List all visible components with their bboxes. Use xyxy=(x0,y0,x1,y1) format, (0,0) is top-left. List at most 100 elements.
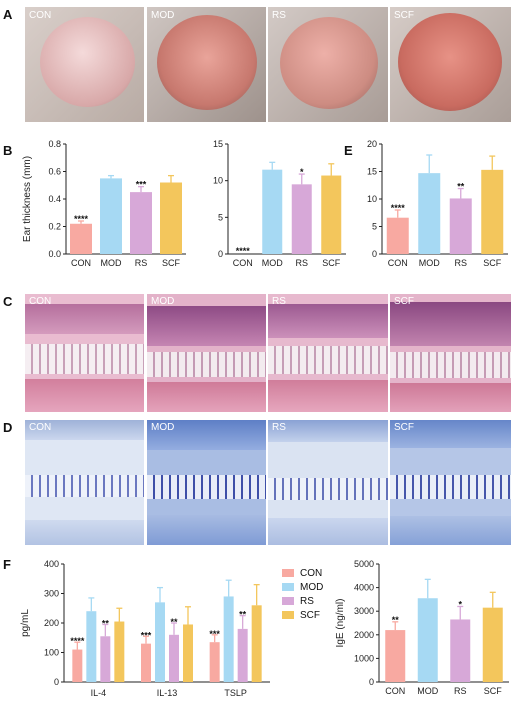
x-tick-label: MOD xyxy=(419,258,440,268)
significance-label: * xyxy=(458,599,462,609)
bar-rs xyxy=(130,192,152,254)
x-tick-label: MOD xyxy=(417,686,438,696)
bar-scf-il-13 xyxy=(183,624,193,682)
significance-label: ** xyxy=(392,615,400,625)
bar-con-il-13 xyxy=(141,643,151,682)
legend-swatch xyxy=(282,597,294,605)
y-tick-label: 0.8 xyxy=(48,139,61,149)
y-tick-label: 1000 xyxy=(354,653,374,663)
histology-label: RS xyxy=(272,422,286,433)
y-tick-label: 0 xyxy=(372,249,377,259)
y-tick-label: 3000 xyxy=(354,606,374,616)
bar-rs-tslp xyxy=(237,628,248,682)
bar-scf-il-4 xyxy=(114,621,125,682)
x-tick-label: RS xyxy=(135,258,148,268)
he-histology-mod: MOD xyxy=(147,294,266,412)
bar-con xyxy=(70,223,92,254)
legend-swatch xyxy=(282,611,294,619)
histology-label: CON xyxy=(29,422,52,433)
y-tick-label: 10 xyxy=(367,194,377,204)
x-tick-label: RS xyxy=(295,258,308,268)
y-tick-label: 0.6 xyxy=(48,167,61,177)
legend-swatch xyxy=(282,569,294,577)
x-tick-label: CON xyxy=(71,258,91,268)
ear-photo-label: MOD xyxy=(151,10,175,21)
y-tick-label: 4000 xyxy=(354,583,374,593)
legend-label: MOD xyxy=(300,581,324,593)
y-tick-label: 300 xyxy=(44,589,59,599)
bar-scf-tslp xyxy=(251,605,262,682)
y-tick-label: 400 xyxy=(44,560,59,569)
bar-con xyxy=(386,217,409,254)
significance-label: * xyxy=(300,167,304,177)
panel-letter-c: C xyxy=(3,294,13,309)
significance-label: *** xyxy=(141,630,152,640)
bar-mod xyxy=(262,169,283,254)
bar-scf xyxy=(482,607,503,682)
bar-rs xyxy=(450,619,471,682)
histology-label: SCF xyxy=(394,296,414,307)
x-tick-label: MOD xyxy=(262,258,283,268)
x-tick-label: CON xyxy=(385,686,405,696)
x-tick-label: IL-4 xyxy=(91,688,107,698)
legend-item-con: CON xyxy=(282,566,323,580)
histology-label: MOD xyxy=(151,422,175,433)
bar-mod-il-4 xyxy=(86,611,97,682)
tb-histology-mod: MOD xyxy=(147,420,266,545)
x-tick-label: MOD xyxy=(101,258,122,268)
tb-histology-rs: RS xyxy=(268,420,388,545)
mast-cells-chart: 05101520Number of mast cellsCON****MODRS… xyxy=(367,139,508,268)
y-tick-label: 10 xyxy=(213,176,223,186)
significance-label: ** xyxy=(457,182,465,192)
ear-photo-rs: RS xyxy=(268,7,388,122)
x-tick-label: TSLP xyxy=(224,688,247,698)
ear-photo-con: CON xyxy=(25,7,144,122)
ige-chart: 0 1000 2000 3000 4000 5000 IgE (ng/ml) CON ** MOD… xyxy=(335,560,509,696)
y-tick-label: 2000 xyxy=(354,630,374,640)
x-tick-label: SCF xyxy=(483,258,502,268)
x-tick-label: SCF xyxy=(162,258,181,268)
bar-scf xyxy=(481,169,504,254)
panel-letter-a: A xyxy=(3,7,13,22)
bar-rs xyxy=(449,198,472,254)
y-tick-label: 20 xyxy=(367,139,377,149)
y-tick-label: 0.4 xyxy=(48,194,61,204)
y-axis-label: pg/mL xyxy=(20,609,31,637)
ear-photo-scf: SCF xyxy=(390,7,511,122)
y-tick-label: 0 xyxy=(369,677,374,687)
panel-letter-f: F xyxy=(3,557,11,572)
ear-photo-label: CON xyxy=(29,10,52,21)
x-tick-label: SCF xyxy=(322,258,341,268)
bar-rs xyxy=(291,184,312,254)
bar-rs-il-13 xyxy=(169,634,179,682)
x-tick-label: IL-13 xyxy=(157,688,178,698)
significance-label: ** xyxy=(239,610,247,620)
y-tick-label: 100 xyxy=(44,648,59,658)
y-tick-label: 5 xyxy=(218,212,223,222)
significance-label: **** xyxy=(236,246,251,256)
panel-letter-e: E xyxy=(344,143,353,158)
bar-con xyxy=(385,630,406,682)
legend-item-rs: RS xyxy=(282,594,323,608)
tb-histology-scf: SCF xyxy=(390,420,511,545)
he-histology-scf: SCF xyxy=(390,294,511,412)
significance-label: ** xyxy=(102,618,110,628)
x-tick-label: CON xyxy=(388,258,408,268)
y-tick-label: 15 xyxy=(213,139,223,149)
he-histology-con: CON xyxy=(25,294,144,412)
cytokine-legend: CON MOD RS SCF xyxy=(282,566,323,622)
significance-label: **** xyxy=(74,214,89,224)
ear-photo-label: SCF xyxy=(394,10,414,21)
histology-label: SCF xyxy=(394,422,414,433)
x-tick-label: CON xyxy=(233,258,253,268)
legend-item-scf: SCF xyxy=(282,608,323,622)
y-tick-label: 5 xyxy=(372,222,377,232)
significance-label: ** xyxy=(170,617,178,627)
y-axis-label: IgE (ng/ml) xyxy=(335,599,346,648)
panel-letter-d: D xyxy=(3,420,13,435)
x-tick-label: RS xyxy=(454,686,467,696)
cytokine-chart: 0100200300400pg/mL******IL-4*****IL-13**… xyxy=(20,560,270,698)
x-tick-label: RS xyxy=(454,258,467,268)
y-axis-label: Ear thickness (mm) xyxy=(22,156,33,242)
